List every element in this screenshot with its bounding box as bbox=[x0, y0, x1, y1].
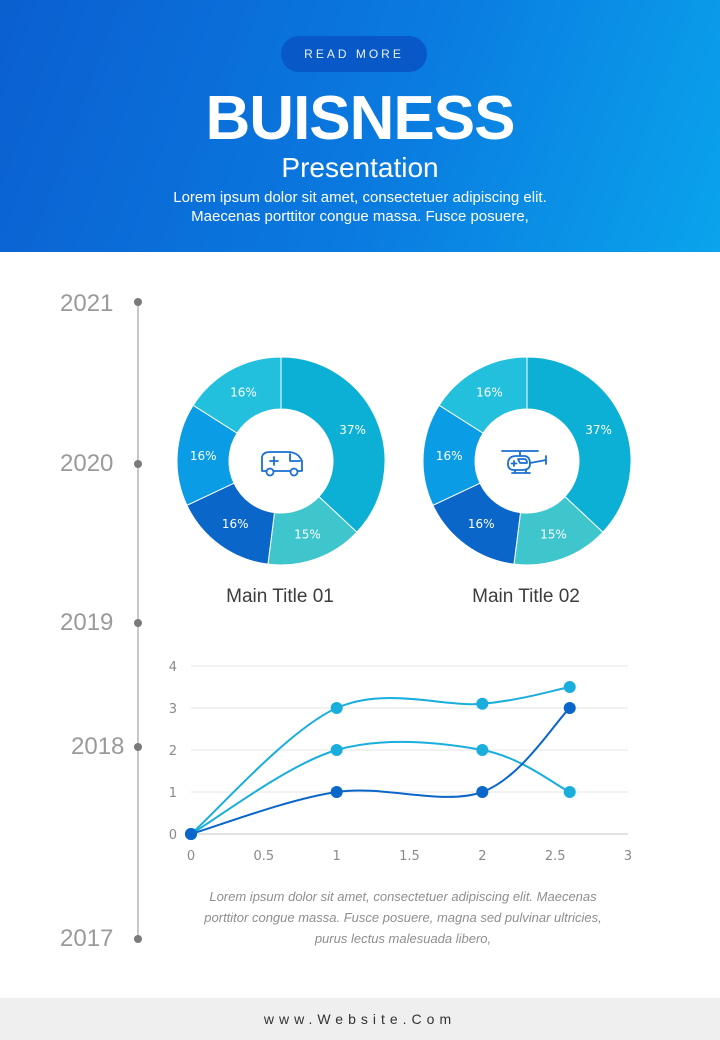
timeline-dot bbox=[134, 298, 142, 306]
donut-slice-label: 16% bbox=[468, 517, 495, 531]
timeline-dot bbox=[134, 619, 142, 627]
caption-line: purus lectus malesuada libero, bbox=[314, 931, 492, 946]
website-link[interactable]: www.Website.Com bbox=[263, 1011, 457, 1027]
timeline-dot bbox=[134, 743, 142, 751]
hero-description: Lorem ipsum dolor sit amet, consectetuer… bbox=[0, 188, 720, 226]
timeline-year: 2017 bbox=[60, 925, 114, 952]
donut-slice-label: 15% bbox=[540, 527, 567, 541]
donut-slice-label: 16% bbox=[230, 386, 257, 400]
caption-line: Lorem ipsum dolor sit amet, consectetuer… bbox=[209, 889, 597, 904]
donut-chart-2: 37% 15% 16% 16% 16% bbox=[422, 356, 632, 566]
hero-description-line: Lorem ipsum dolor sit amet, consectetuer… bbox=[173, 189, 547, 206]
donut-title-2: Main Title 02 bbox=[472, 586, 580, 607]
chart-caption: Lorem ipsum dolor sit amet, consectetuer… bbox=[190, 886, 616, 949]
timeline-dot bbox=[134, 460, 142, 468]
donut-slice-label: 16% bbox=[436, 449, 463, 463]
donut-chart-1: 37% 15% 16% 16% 16% bbox=[176, 356, 386, 566]
read-more-button[interactable]: READ MORE bbox=[281, 36, 427, 72]
donut-slice-label: 37% bbox=[339, 423, 366, 437]
donut-hole bbox=[229, 409, 333, 513]
timeline-year: 2018 bbox=[71, 733, 125, 760]
caption-line: porttitor congue massa. Fusce posuere, m… bbox=[204, 910, 602, 925]
donut-slice-label: 15% bbox=[294, 527, 321, 541]
donut-slice-label: 16% bbox=[476, 386, 503, 400]
timeline-dot bbox=[134, 935, 142, 943]
ambulance-icon bbox=[261, 451, 303, 477]
hero-description-line: Maecenas porttitor congue massa. Fusce p… bbox=[191, 208, 529, 225]
donut-slice-label: 16% bbox=[190, 449, 217, 463]
timeline-year: 2021 bbox=[60, 290, 114, 317]
helicopter-icon bbox=[501, 450, 547, 474]
hero-subtitle: Presentation bbox=[281, 152, 439, 183]
donut-title-1: Main Title 01 bbox=[226, 586, 334, 607]
hero-title: BUISNESS bbox=[205, 84, 516, 153]
footer: www.Website.Com bbox=[0, 998, 720, 1040]
donut-slice-label: 16% bbox=[222, 517, 249, 531]
timeline-year: 2020 bbox=[60, 450, 114, 477]
header-banner: READ MORE BUISNESS Presentation Lorem ip… bbox=[0, 0, 720, 252]
timeline-year: 2019 bbox=[60, 609, 114, 636]
donut-slice-label: 37% bbox=[585, 423, 612, 437]
